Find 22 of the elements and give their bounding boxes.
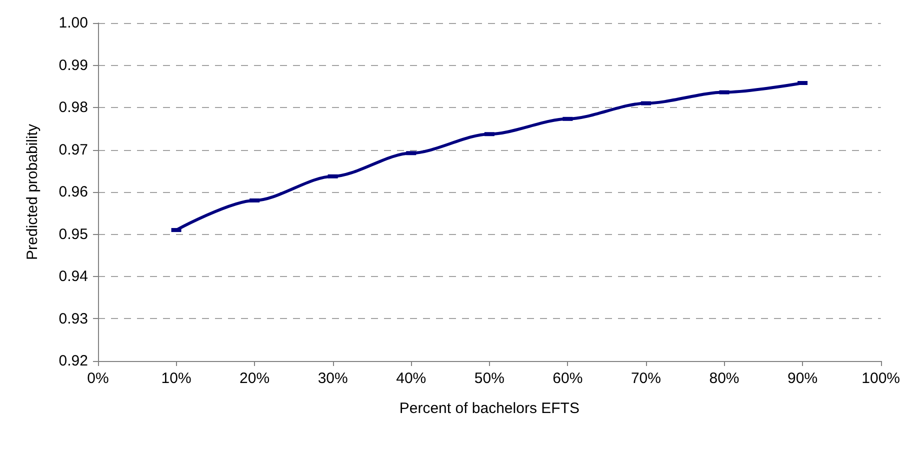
x-axis-title: Percent of bachelors EFTS <box>399 400 580 417</box>
x-tick-label: 60% <box>552 370 583 387</box>
y-tick-label: 0.99 <box>58 56 88 74</box>
y-tick-label: 1.00 <box>58 14 88 32</box>
x-tick-label: 100% <box>862 370 900 387</box>
x-tick-label: 40% <box>396 370 426 387</box>
y-axis-title: Predicted probability <box>24 124 41 260</box>
x-tick-label: 0% <box>87 370 109 387</box>
x-tick-label: 50% <box>474 370 504 387</box>
y-tick-label: 0.96 <box>58 184 88 200</box>
y-tick-label: 0.98 <box>58 99 88 116</box>
x-tick-label: 70% <box>630 370 661 387</box>
y-tick-label: 0.93 <box>58 310 88 328</box>
x-tick-label: 30% <box>318 370 348 387</box>
x-tick-label: 20% <box>240 370 270 387</box>
y-tick-label: 0.92 <box>58 352 88 370</box>
y-tick-label: 0.95 <box>58 226 88 243</box>
y-tick-label: 0.97 <box>58 141 88 158</box>
x-tick-label: 10% <box>161 370 192 387</box>
y-tick-label: 0.94 <box>58 268 88 285</box>
x-tick-label: 90% <box>788 370 818 387</box>
x-tick-label: 80% <box>709 370 740 387</box>
